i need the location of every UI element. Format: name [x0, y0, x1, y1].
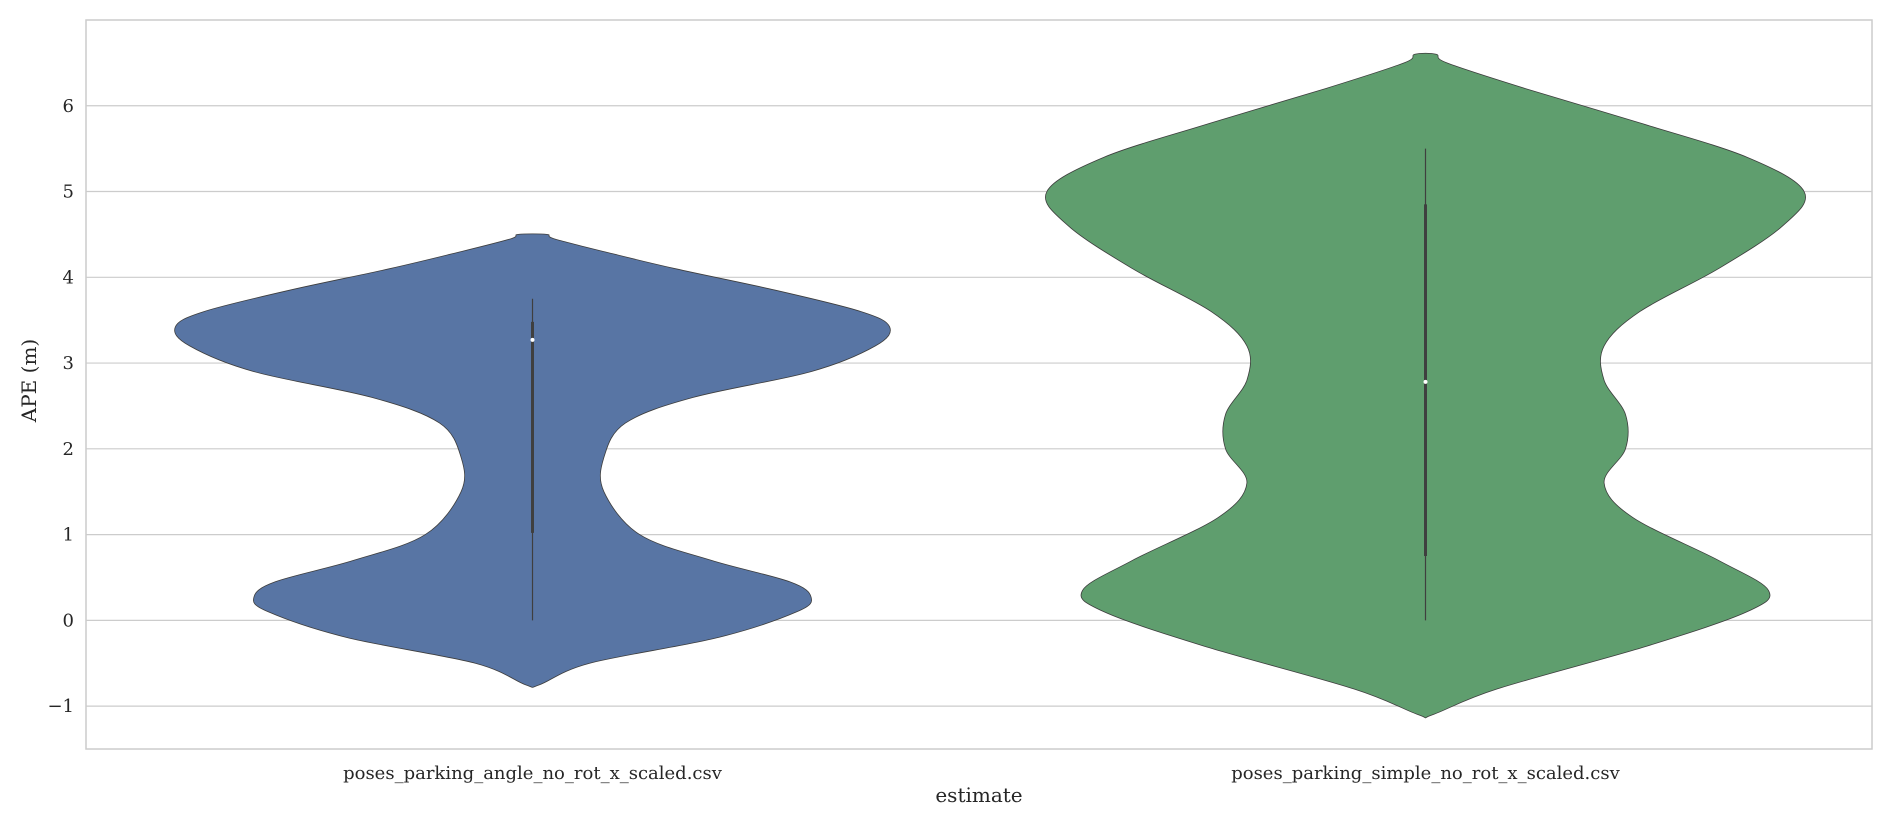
- violin-median: [1423, 379, 1428, 384]
- y-tick-label: 4: [63, 267, 74, 288]
- violins: [174, 52, 1806, 719]
- y-tick-label: 5: [63, 182, 74, 203]
- violin-median: [530, 337, 535, 342]
- y-axis-title: APE (m): [17, 339, 41, 423]
- y-tick-label: 2: [63, 439, 74, 460]
- tick-labels: −1 0 1 2 3 4 5 6 poses_parking_angle_no_rot_x_sc…: [47, 96, 1620, 784]
- y-tick-label: 1: [63, 525, 74, 546]
- y-tick-label: 3: [63, 353, 74, 374]
- x-tick-label: poses_parking_simple_no_rot_x_scaled.csv: [1231, 763, 1620, 784]
- x-tick-label: poses_parking_angle_no_rot_x_scaled.csv: [343, 763, 723, 784]
- y-tick-label: −1: [47, 696, 74, 717]
- y-tick-label: 0: [63, 610, 74, 631]
- y-tick-label: 6: [63, 96, 74, 117]
- x-axis-title: estimate: [935, 783, 1022, 807]
